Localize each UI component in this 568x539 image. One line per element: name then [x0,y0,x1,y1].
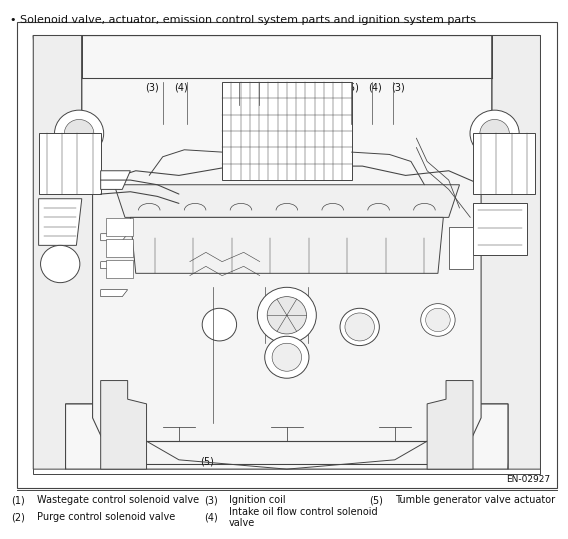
Polygon shape [101,171,130,189]
Text: (4): (4) [369,82,382,92]
Polygon shape [101,234,128,241]
Text: Purge control solenoid valve: Purge control solenoid valve [37,513,175,522]
Polygon shape [33,36,541,469]
Circle shape [265,336,309,378]
Text: Ignition coil: Ignition coil [229,495,286,505]
Text: Tumble generator valve actuator: Tumble generator valve actuator [395,495,555,505]
Circle shape [272,343,302,371]
Bar [39,134,101,194]
Circle shape [257,287,316,343]
Circle shape [480,120,509,148]
Text: (1): (1) [11,495,25,505]
Text: (4): (4) [174,82,187,92]
Text: (3): (3) [391,82,404,92]
Text: (1): (1) [229,82,243,92]
Bar [473,134,535,194]
Polygon shape [33,36,101,469]
Polygon shape [101,381,147,469]
Text: (2): (2) [11,513,25,522]
Text: Wastegate control solenoid valve: Wastegate control solenoid valve [37,495,199,505]
Text: (5): (5) [369,495,383,505]
Circle shape [425,308,450,331]
Text: (4): (4) [204,513,218,522]
Polygon shape [130,217,443,273]
Circle shape [55,110,103,157]
Text: (3): (3) [204,495,218,505]
Circle shape [40,245,80,282]
Polygon shape [114,185,460,217]
Polygon shape [473,36,541,469]
Bar [222,82,352,180]
Polygon shape [33,36,541,474]
Text: (5): (5) [345,82,359,92]
Circle shape [340,308,379,345]
Bar [106,218,133,236]
Bar [106,239,133,257]
Circle shape [202,308,237,341]
Bar [473,203,527,255]
Circle shape [470,110,519,157]
Polygon shape [93,166,481,465]
Text: • Solenoid valve, actuator, emission control system parts and ignition system pa: • Solenoid valve, actuator, emission con… [10,15,476,25]
Text: (2): (2) [250,82,264,92]
Polygon shape [101,261,128,268]
Circle shape [345,313,374,341]
Text: EN-02927: EN-02927 [506,475,550,484]
Polygon shape [101,289,128,296]
Bar [106,260,133,278]
Bar [17,22,557,488]
Text: Intake oil flow control solenoid
valve: Intake oil flow control solenoid valve [229,507,378,528]
Text: (5): (5) [201,457,214,467]
Bar [449,227,473,268]
Circle shape [267,296,307,334]
Text: (3): (3) [145,82,159,92]
Polygon shape [427,381,473,469]
Circle shape [421,303,455,336]
Circle shape [64,120,94,148]
Polygon shape [39,199,82,245]
